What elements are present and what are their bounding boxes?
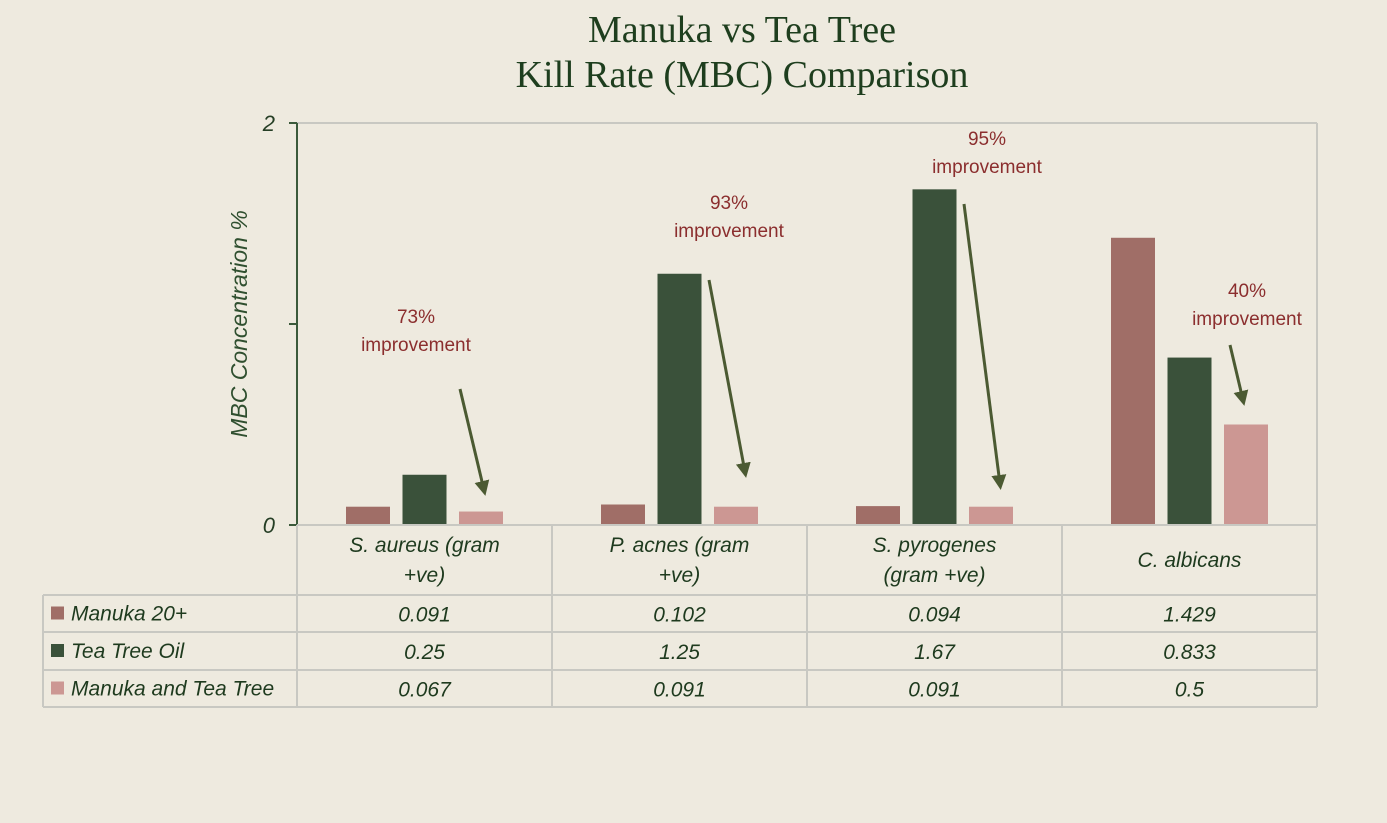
- y-axis-label: MBC Concentration %: [226, 210, 252, 438]
- data-table: S. aureus (gram +ve) P. acnes (gram +ve) S. …: [42, 524, 1318, 708]
- bar-s2-c0: [459, 511, 503, 525]
- annotation-0-line-1: improvement: [361, 335, 472, 356]
- bar-s2-c3: [1224, 424, 1268, 525]
- annotation-arrow-0: [458, 388, 490, 496]
- annotation-arrow-2: [962, 203, 1007, 490]
- category-label-0-line-0: S. aureus (gram: [349, 534, 500, 557]
- table-cell-s2-c1: 0.091: [653, 679, 706, 702]
- annotation-1-line-1: improvement: [674, 221, 785, 242]
- annotation-1-line-0: 93%: [710, 193, 748, 214]
- annotation-3-line-0: 40%: [1228, 281, 1266, 302]
- bar-s1-c3: [1167, 357, 1212, 525]
- bar-s0-c1: [601, 504, 645, 525]
- table-cell-s1-c3: 0.833: [1163, 641, 1216, 664]
- legend-swatch-0: [51, 606, 64, 620]
- table-cell-s1-c2: 1.67: [914, 641, 956, 664]
- legend-label-1: Tea Tree Oil: [71, 640, 186, 663]
- legend-swatch-1: [51, 644, 64, 657]
- bar-s0-c3: [1111, 237, 1155, 525]
- annotation-2-line-0: 95%: [968, 129, 1006, 150]
- table-cell-s0-c2: 0.094: [908, 604, 961, 627]
- table-cell-s0-c3: 1.429: [1163, 604, 1216, 627]
- chart-title-line-2: Kill Rate (MBC) Comparison: [516, 54, 969, 96]
- bar-s0-c2: [856, 506, 900, 525]
- table-cell-s0-c0: 0.091: [398, 604, 451, 627]
- chart-title-line-1: Manuka vs Tea Tree: [588, 9, 896, 51]
- legend-label-0: Manuka 20+: [71, 603, 187, 626]
- table-cell-s1-c1: 1.25: [659, 641, 700, 664]
- bar-s1-c2: [912, 189, 957, 525]
- legend-label-2: Manuka and Tea Tree: [71, 678, 274, 701]
- annotation-0-line-0: 73%: [397, 307, 435, 328]
- table-cell-s2-c3: 0.5: [1175, 679, 1205, 702]
- category-label-2-line-1: (gram +ve): [883, 564, 985, 587]
- annotation-arrow-3: [1228, 344, 1249, 406]
- annotation-2-line-1: improvement: [932, 157, 1043, 178]
- bar-s0-c0: [346, 506, 390, 525]
- category-label-3-line-0: C. albicans: [1138, 549, 1242, 572]
- bar-s2-c1: [714, 506, 758, 525]
- bar-s2-c2: [969, 506, 1013, 525]
- annotations-group: 73% improvement 93% improvement 95% improveme…: [361, 129, 1303, 496]
- bars-group: [346, 189, 1268, 525]
- category-label-0-line-1: +ve): [404, 564, 445, 587]
- plot-frame: 02: [262, 111, 1318, 538]
- category-label-1-line-1: +ve): [659, 564, 700, 587]
- annotation-3-line-1: improvement: [1192, 309, 1303, 330]
- y-tick-label-2: 2: [262, 111, 275, 136]
- chart-title: Manuka vs Tea Tree Kill Rate (MBC) Compa…: [516, 9, 969, 96]
- bar-s1-c0: [402, 474, 447, 525]
- table-cell-s0-c1: 0.102: [653, 604, 706, 627]
- category-label-1-line-0: P. acnes (gram: [610, 534, 750, 557]
- bar-s1-c1: [657, 273, 702, 525]
- y-tick-label-0: 0: [263, 513, 276, 538]
- legend-swatch-2: [51, 681, 64, 695]
- table-cell-s2-c0: 0.067: [398, 679, 452, 702]
- table-cell-s1-c0: 0.25: [404, 641, 445, 664]
- table-cell-s2-c2: 0.091: [908, 679, 961, 702]
- category-label-2-line-0: S. pyrogenes: [873, 534, 997, 557]
- annotation-arrow-1: [707, 279, 751, 478]
